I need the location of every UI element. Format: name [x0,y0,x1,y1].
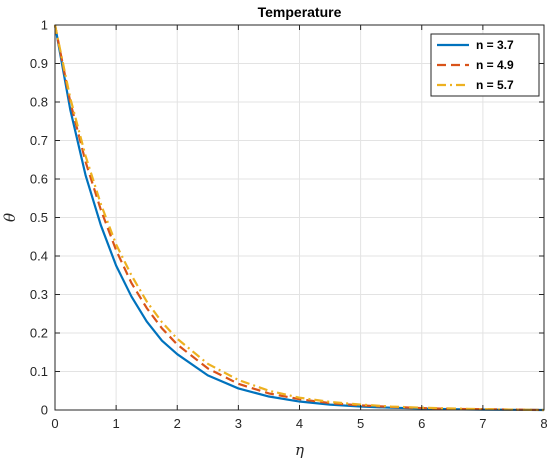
y-tick-label: 0.5 [30,210,48,225]
legend-label-1: n = 3.7 [476,38,514,52]
x-axis-label: η [295,441,304,459]
y-tick-label: 1 [41,18,48,33]
y-tick-label: 0.8 [30,95,48,110]
y-tick-label: 0 [41,403,48,418]
y-tick-label: 0.1 [30,364,48,379]
x-tick-label: 7 [479,416,486,431]
y-tick-label: 0.4 [30,249,48,264]
x-tick-label: 8 [540,416,547,431]
x-tick-label: 4 [296,416,303,431]
series-line-3 [53,24,545,412]
x-tick-label: 3 [235,416,242,431]
legend-label-2: n = 4.9 [476,58,514,72]
legend: n = 3.7 n = 4.9 n = 5.7 [430,33,540,97]
x-tick-label: 0 [51,416,58,431]
ticks: 0 1 2 3 4 5 6 7 8 0 0.1 0.2 0.3 0.4 0.5 0.6 0.7 0.8 0.9 1 [30,18,548,432]
y-tick-label: 0.3 [30,287,48,302]
legend-label-3: n = 5.7 [476,78,514,92]
x-tick-label: 6 [418,416,425,431]
x-tick-label: 5 [357,416,364,431]
y-tick-label: 0.2 [30,326,48,341]
y-tick-label: 0.7 [30,133,48,148]
x-tick-label: 2 [174,416,181,431]
y-tick-label: 0.6 [30,172,48,187]
x-tick-label: 1 [113,416,120,431]
chart-title: Temperature [258,4,342,20]
series-line-2 [53,24,545,412]
y-axis-label: θ [1,213,19,222]
series-layer [53,24,545,412]
y-tick-label: 0.9 [30,56,48,71]
